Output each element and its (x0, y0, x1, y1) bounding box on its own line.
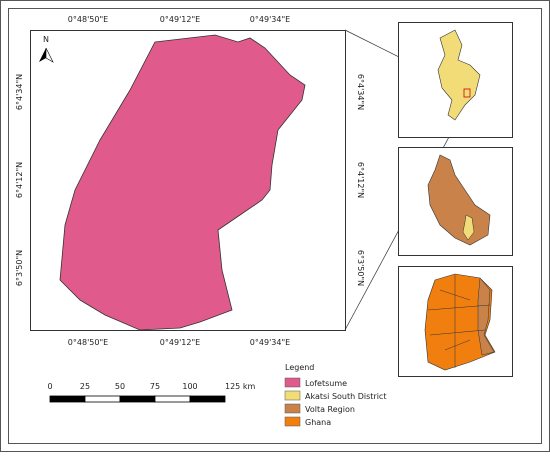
scale-label: 0 (47, 382, 52, 391)
legend-swatch (284, 377, 301, 388)
north-arrow: N (39, 35, 54, 63)
legend-label: Volta Region (305, 405, 355, 414)
scale-segment (49, 395, 86, 403)
top-label: 0°48'50"E (68, 15, 108, 24)
akatsi-inset (437, 29, 481, 121)
legend: Legend Lofetsume Akatsi South District Volt… (284, 363, 386, 427)
region-borders (427, 275, 491, 368)
bottom-label: 0°49'34"E (250, 338, 290, 347)
left-label: 6°4'34"N (15, 74, 24, 110)
akatsi-in-volta (462, 214, 475, 241)
right-label: 6°3'50"N (356, 250, 365, 286)
location-box (463, 88, 471, 98)
scale-segment (119, 395, 156, 403)
scale-bar: 0 25 50 75 100 125 km (47, 382, 255, 403)
right-label: 6°4'12"N (356, 162, 365, 198)
bottom-label: 0°49'12"E (160, 338, 200, 347)
scale-label: 125 km (225, 382, 255, 391)
volta-in-ghana (477, 277, 495, 356)
scale-label: 100 (182, 382, 197, 391)
frame (8, 8, 542, 444)
north-label: N (43, 35, 49, 44)
legend-label: Lofetsume (305, 379, 347, 388)
scale-label: 50 (115, 382, 125, 391)
scale-label: 75 (150, 382, 160, 391)
legend-title: Legend (285, 363, 314, 372)
lofetsume-area (59, 34, 306, 331)
scale-segment (84, 395, 121, 403)
north-arrow-right (45, 47, 54, 63)
legend-swatch (284, 403, 301, 414)
scale-segment (189, 395, 226, 403)
legend-swatch (284, 416, 301, 427)
scale-label: 25 (80, 382, 90, 391)
legend-swatch (284, 390, 301, 401)
top-label: 0°49'12"E (160, 15, 200, 24)
scale-segment (154, 395, 191, 403)
left-label: 6°3'50"N (15, 250, 24, 286)
top-label: 0°49'34"E (250, 15, 290, 24)
volta-inset (427, 154, 491, 246)
legend-label: Ghana (305, 418, 331, 427)
north-arrow-left (39, 48, 46, 62)
legend-label: Akatsi South District (305, 392, 386, 401)
left-label: 6°4'12"N (15, 162, 24, 198)
bottom-label: 0°48'50"E (68, 338, 108, 347)
right-label: 6°4'34"N (356, 74, 365, 110)
